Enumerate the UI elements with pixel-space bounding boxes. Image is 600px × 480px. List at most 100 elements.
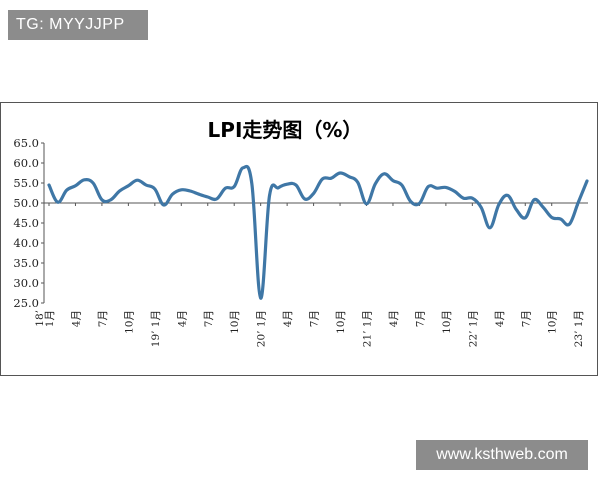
x-tick-label: 1月 [44, 310, 56, 327]
data-point [57, 201, 59, 203]
data-point [215, 198, 217, 200]
y-tick-label: 25.0 [13, 296, 39, 310]
data-point [189, 190, 191, 192]
data-point [65, 189, 67, 191]
data-point [348, 175, 350, 177]
data-point [401, 184, 403, 186]
y-tick-label: 40.0 [13, 236, 39, 250]
data-point [480, 206, 482, 208]
chart-frame [0, 102, 598, 376]
data-point [471, 197, 473, 199]
x-tick-label: 7月 [520, 310, 532, 327]
data-point [233, 185, 235, 187]
data-point [74, 185, 76, 187]
data-point [454, 190, 456, 192]
x-tick-label: 7月 [309, 310, 321, 327]
x-tick-label: 4月 [176, 310, 188, 327]
x-tick-label: 20’ 1月 [256, 310, 268, 347]
data-point [321, 178, 323, 180]
data-point [524, 217, 526, 219]
y-tick-label: 45.0 [13, 216, 39, 230]
data-point [356, 181, 358, 183]
data-point [418, 202, 420, 204]
data-point [551, 216, 553, 218]
x-tick-label: 19’ 1月 [150, 310, 162, 347]
data-point [277, 187, 279, 189]
data-point [515, 209, 517, 211]
data-point [577, 201, 579, 203]
x-tick-label: 21’ 1月 [362, 310, 374, 347]
data-point [568, 223, 570, 225]
series-group [47, 164, 589, 300]
y-tick-label: 35.0 [13, 256, 39, 270]
y-tick-label: 65.0 [13, 136, 39, 150]
x-tick-label: 10月 [229, 310, 241, 334]
data-point [489, 227, 491, 229]
data-point [312, 192, 314, 194]
y-tick-label: 55.0 [13, 176, 39, 190]
chart-title: LPI走势图（%） [208, 118, 363, 142]
x-tick-label: 10月 [123, 310, 135, 334]
lpi-series-line [47, 164, 589, 300]
x-tick-label: 10月 [335, 310, 347, 334]
data-point [542, 206, 544, 208]
x-tick-label: 4月 [70, 310, 82, 327]
data-point [506, 194, 508, 196]
data-point [295, 184, 297, 186]
data-point [586, 180, 588, 182]
data-point [304, 198, 306, 200]
data-point [365, 203, 367, 205]
data-point [383, 173, 385, 175]
data-point [118, 190, 120, 192]
data-point [110, 199, 112, 201]
data-point [251, 183, 253, 185]
x-tick-label: 4月 [282, 310, 294, 327]
data-point [198, 193, 200, 195]
data-point [207, 196, 209, 198]
data-point [445, 186, 447, 188]
data-point [171, 193, 173, 195]
data-point [436, 187, 438, 189]
data-point [92, 182, 94, 184]
data-point [259, 297, 261, 299]
data-point [462, 197, 464, 199]
y-tick-label: 60.0 [13, 156, 39, 170]
x-tick-label: 4月 [388, 310, 400, 327]
x-tick-label: 4月 [494, 310, 506, 327]
x-tick-label: 10月 [441, 310, 453, 334]
y-axis-ticks: 65.0 60.0 55.0 50.0 45.0 40.0 35.0 30.0 25.0 [13, 136, 44, 310]
data-point [330, 177, 332, 179]
watermark-bottom: www.ksthweb.com [416, 440, 588, 470]
data-point [127, 185, 129, 187]
y-tick-label: 50.0 [13, 196, 39, 210]
x-tick-label: 23’ 1月 [573, 310, 585, 347]
x-tick-label: 22’ 1月 [467, 310, 479, 347]
x-tick-label: 7月 [414, 310, 426, 327]
x-axis-ticks: 18’1月 4月 7月 10月 19’ 1月 4月 7月 10月 20’ 1月 4月 7月 10月 21… [34, 310, 585, 347]
data-point [268, 195, 270, 197]
data-point [136, 179, 138, 181]
data-point [154, 188, 156, 190]
data-point [533, 199, 535, 201]
data-point [286, 183, 288, 185]
data-point [427, 185, 429, 187]
data-point [83, 179, 85, 181]
watermark-top: TG: MYYJJPP [8, 10, 148, 40]
data-point [339, 172, 341, 174]
data-point [559, 218, 561, 220]
data-point [224, 187, 226, 189]
data-point [392, 179, 394, 181]
data-point [145, 184, 147, 186]
data-point [101, 199, 103, 201]
x-tick-label: 7月 [203, 310, 215, 327]
data-point [48, 184, 50, 186]
data-point [498, 203, 500, 205]
x-tick-label: 10月 [547, 310, 559, 334]
data-point [162, 204, 164, 206]
x-tick-label: 18’ [34, 310, 46, 327]
data-point [242, 167, 244, 169]
x-tick-label: 7月 [97, 310, 109, 327]
data-point [374, 183, 376, 185]
y-tick-label: 30.0 [13, 276, 39, 290]
